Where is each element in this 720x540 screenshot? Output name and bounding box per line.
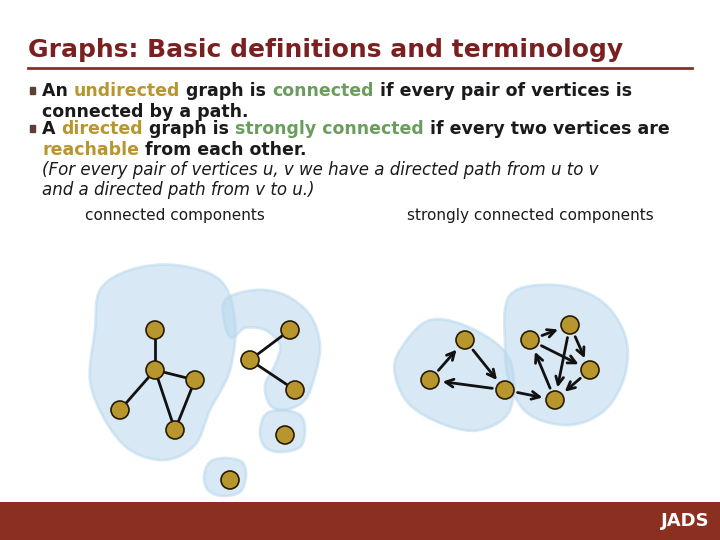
Circle shape xyxy=(241,351,259,369)
Circle shape xyxy=(166,421,184,439)
Circle shape xyxy=(221,471,239,489)
Text: Graphs: Basic definitions and terminology: Graphs: Basic definitions and terminolog… xyxy=(28,38,623,62)
Text: directed: directed xyxy=(61,120,143,138)
Text: strongly connected: strongly connected xyxy=(235,120,424,138)
Text: JADS: JADS xyxy=(662,512,710,530)
Circle shape xyxy=(561,316,579,334)
Bar xyxy=(30,125,35,132)
PathPatch shape xyxy=(204,458,246,496)
Text: graph is: graph is xyxy=(143,120,235,138)
Circle shape xyxy=(286,381,304,399)
Circle shape xyxy=(456,331,474,349)
Circle shape xyxy=(521,331,539,349)
Circle shape xyxy=(186,371,204,389)
Text: undirected: undirected xyxy=(74,82,180,100)
Text: connected by a path.: connected by a path. xyxy=(42,103,248,121)
Circle shape xyxy=(281,321,299,339)
Circle shape xyxy=(276,426,294,444)
Circle shape xyxy=(421,371,439,389)
PathPatch shape xyxy=(260,410,305,452)
Bar xyxy=(30,86,35,93)
Text: An: An xyxy=(42,82,74,100)
Text: connected: connected xyxy=(272,82,374,100)
Circle shape xyxy=(496,381,514,399)
Text: connected components: connected components xyxy=(85,208,265,223)
Text: and a directed path from v to u.): and a directed path from v to u.) xyxy=(42,181,315,199)
Circle shape xyxy=(581,361,599,379)
PathPatch shape xyxy=(395,319,514,431)
Bar xyxy=(0,502,720,540)
Text: (For every pair of vertices u, v we have a directed path from u to v: (For every pair of vertices u, v we have… xyxy=(42,161,598,179)
Text: from each other.: from each other. xyxy=(139,141,307,159)
Text: reachable: reachable xyxy=(42,141,139,159)
Circle shape xyxy=(111,401,129,419)
Text: if every pair of vertices is: if every pair of vertices is xyxy=(374,82,632,100)
PathPatch shape xyxy=(222,290,320,410)
Circle shape xyxy=(146,361,164,379)
Circle shape xyxy=(546,391,564,409)
Text: strongly connected components: strongly connected components xyxy=(407,208,653,223)
Text: A: A xyxy=(42,120,61,138)
Text: if every two vertices are: if every two vertices are xyxy=(424,120,670,138)
Text: graph is: graph is xyxy=(180,82,272,100)
PathPatch shape xyxy=(90,265,235,460)
Circle shape xyxy=(146,321,164,339)
PathPatch shape xyxy=(504,285,628,425)
